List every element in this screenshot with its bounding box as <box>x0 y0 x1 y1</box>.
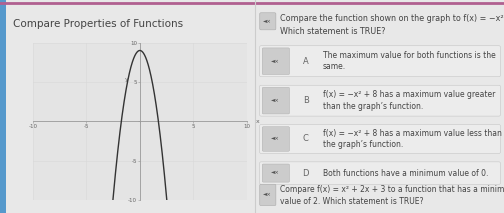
FancyBboxPatch shape <box>260 13 276 30</box>
Text: ◄×: ◄× <box>264 19 272 24</box>
Text: The maximum value for both functions is the
same.: The maximum value for both functions is … <box>323 51 496 72</box>
Text: Which statement is TRUE?: Which statement is TRUE? <box>280 27 385 36</box>
Text: Compare Properties of Functions: Compare Properties of Functions <box>13 19 183 29</box>
Text: ◄×: ◄× <box>272 137 280 141</box>
Text: f(x) = −x² + 8 has a maximum value less than
the graph’s function.: f(x) = −x² + 8 has a maximum value less … <box>323 129 502 149</box>
FancyBboxPatch shape <box>260 162 500 184</box>
Text: ◄×: ◄× <box>272 98 280 103</box>
Text: ◄×: ◄× <box>272 59 280 64</box>
FancyBboxPatch shape <box>260 85 500 116</box>
FancyBboxPatch shape <box>260 125 500 153</box>
Text: Compare the function shown on the graph to f(x) = −x² + 8.: Compare the function shown on the graph … <box>280 14 504 23</box>
Bar <box>0 0 7 213</box>
Text: A: A <box>303 57 308 66</box>
Text: f(x) = −x² + 8 has a maximum value greater
than the graph’s function.: f(x) = −x² + 8 has a maximum value great… <box>323 90 495 111</box>
Text: C: C <box>303 134 308 144</box>
Text: x: x <box>256 119 259 124</box>
Text: y: y <box>125 77 129 82</box>
FancyBboxPatch shape <box>262 48 289 75</box>
Text: D: D <box>302 168 309 178</box>
FancyBboxPatch shape <box>262 127 289 151</box>
Text: ◄×: ◄× <box>272 171 280 176</box>
FancyBboxPatch shape <box>260 184 276 206</box>
FancyBboxPatch shape <box>260 46 500 77</box>
FancyBboxPatch shape <box>262 87 289 114</box>
Text: Compare f(x) = x² + 2x + 3 to a function that has a minimum
value of 2. Which st: Compare f(x) = x² + 2x + 3 to a function… <box>280 185 504 206</box>
Text: ◄×: ◄× <box>264 192 272 197</box>
Text: B: B <box>303 96 308 105</box>
FancyBboxPatch shape <box>262 164 289 182</box>
Text: Both functions have a minimum value of 0.: Both functions have a minimum value of 0… <box>323 168 488 178</box>
